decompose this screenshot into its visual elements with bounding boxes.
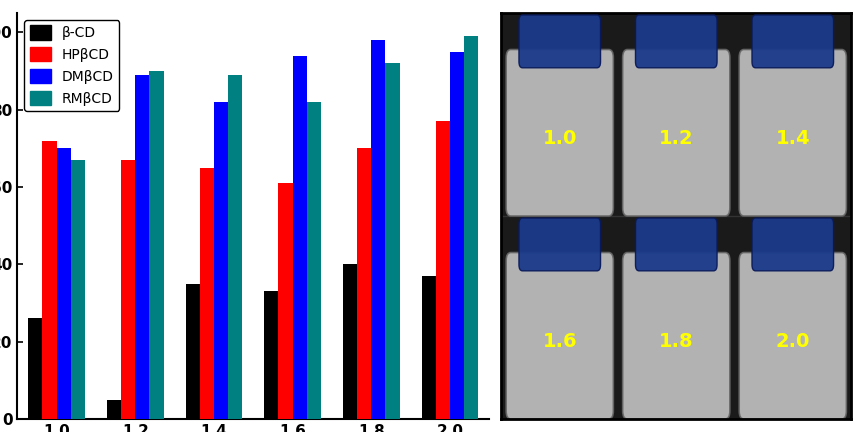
Bar [136,75,149,419]
Legend: β-CD, HPβCD, DMβCD, RMβCD: β-CD, HPβCD, DMβCD, RMβCD [24,20,119,111]
Bar [42,140,57,419]
Bar [422,276,435,419]
Text: 1.4: 1.4 [776,129,810,148]
FancyBboxPatch shape [519,218,600,271]
FancyBboxPatch shape [623,253,730,419]
Bar [149,71,163,419]
Bar [357,148,372,419]
Text: 1.6: 1.6 [543,332,577,351]
FancyBboxPatch shape [740,50,847,216]
Bar [372,40,385,419]
Bar [214,102,228,419]
FancyBboxPatch shape [636,218,717,271]
Bar [450,52,464,419]
Text: 2.0: 2.0 [776,332,810,351]
FancyBboxPatch shape [519,15,600,68]
Bar [264,292,278,419]
Bar [293,55,307,419]
FancyBboxPatch shape [623,50,730,216]
Text: 1.2: 1.2 [659,129,694,148]
Bar [435,121,450,419]
FancyBboxPatch shape [752,218,834,271]
Bar [29,318,42,419]
Bar [71,160,85,419]
Bar [121,160,136,419]
Text: 1.0: 1.0 [543,129,577,148]
Bar [200,168,214,419]
Bar [228,75,242,419]
FancyBboxPatch shape [636,15,717,68]
FancyBboxPatch shape [506,253,613,419]
Text: 1.8: 1.8 [659,332,694,351]
FancyBboxPatch shape [740,253,847,419]
Bar [343,264,357,419]
FancyBboxPatch shape [506,50,613,216]
Bar [307,102,321,419]
Bar [186,284,200,419]
Bar [278,183,293,419]
Bar [385,63,399,419]
Bar [57,148,71,419]
FancyBboxPatch shape [752,15,834,68]
Bar [464,36,478,419]
Bar [107,400,121,419]
